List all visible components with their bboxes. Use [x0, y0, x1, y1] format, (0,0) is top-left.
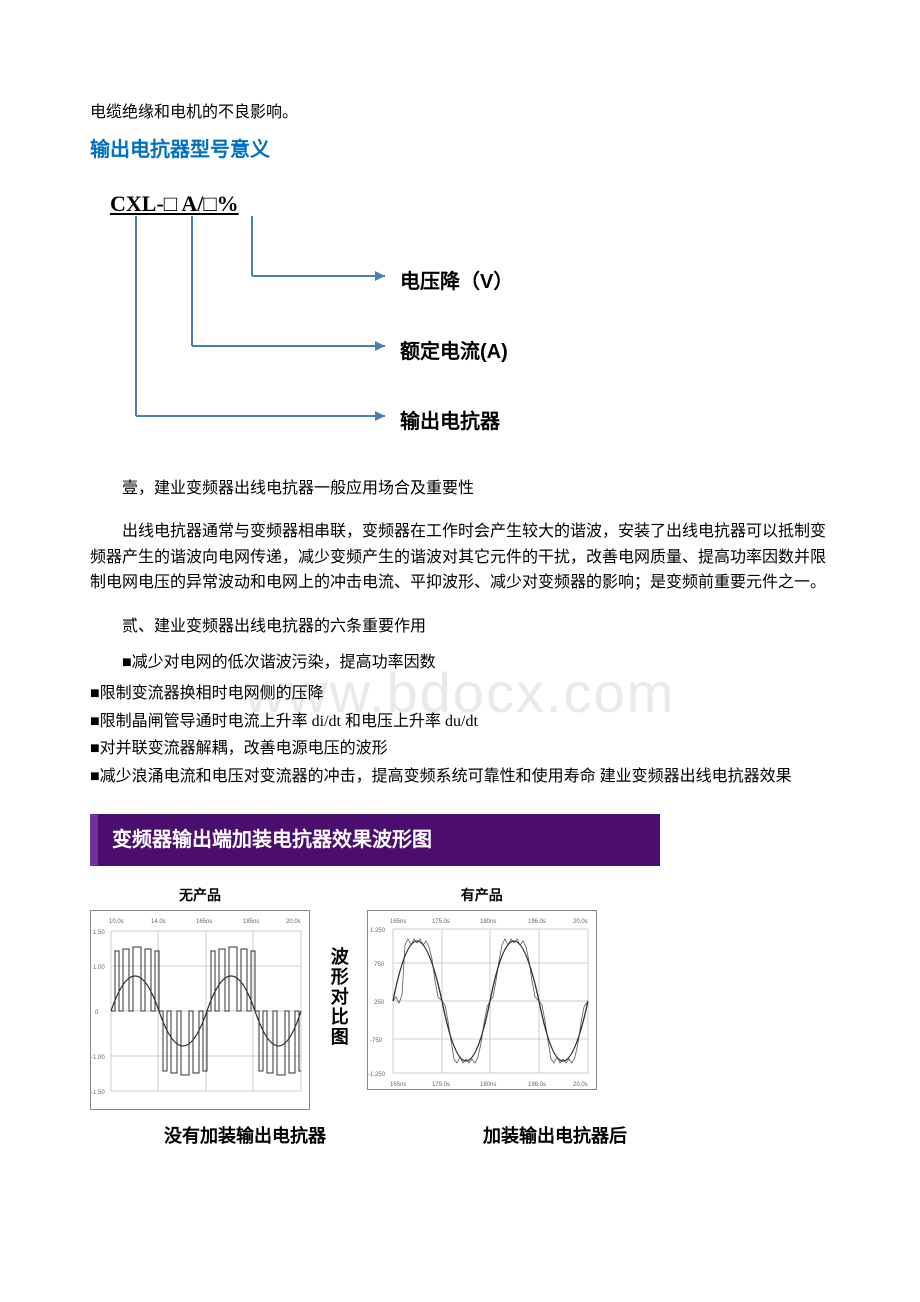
bullet-item: ■对并联变流器解耦，改善电源电压的波形	[90, 736, 830, 762]
svg-text:180ns: 180ns	[480, 919, 496, 925]
bullet-item: ■减少对电网的低次谐波污染，提高功率因数	[90, 650, 830, 676]
section2-heading: 贰、建业变频器出线电抗器的六条重要作用	[90, 614, 830, 640]
svg-text:165ns: 165ns	[196, 919, 212, 925]
model-heading: 输出电抗器型号意义	[90, 134, 830, 166]
svg-text:185ns: 185ns	[243, 919, 259, 925]
svg-text:180ns: 180ns	[480, 1082, 496, 1088]
chart-right-svg: 165ns 175.0s 180ns 196.0s 20.0s 1.250 750 250 -…	[367, 910, 597, 1090]
waveform-banner: 变频器输出端加装电抗器效果波形图	[90, 814, 660, 866]
chart-left-block: 无产品	[90, 884, 310, 1110]
svg-text:1.250: 1.250	[370, 928, 386, 934]
svg-text:20.0s: 20.0s	[573, 1082, 588, 1088]
chart-right-block: 有产品	[367, 884, 597, 1090]
svg-text:20.0s: 20.0s	[573, 919, 588, 925]
svg-text:1.50: 1.50	[93, 930, 105, 936]
svg-text:20.0s: 20.0s	[286, 919, 301, 925]
label-rated-current: 额定电流(A)	[400, 336, 508, 368]
svg-text:-1.50: -1.50	[91, 1090, 105, 1096]
label-output-reactor: 输出电抗器	[400, 406, 500, 438]
svg-text:165ns: 165ns	[390, 919, 406, 925]
bullet-item: ■限制晶闸管导通时电流上升率 di/dt 和电压上升率 du/dt	[90, 709, 830, 735]
label-voltage-drop: 电压降（V）	[400, 266, 513, 298]
svg-text:-750: -750	[370, 1038, 383, 1044]
svg-text:10.0s: 10.0s	[109, 919, 124, 925]
model-number-diagram: CXL-□ A/□% 电压降（V） 额定电流(A) 输出电抗器	[110, 186, 830, 446]
svg-text:750: 750	[374, 962, 385, 968]
bullet-item: ■限制变流器换相时电网侧的压降	[90, 681, 830, 707]
svg-text:175.0s: 175.0s	[432, 1082, 450, 1088]
caption-right: 加装输出电抗器后	[400, 1122, 710, 1151]
caption-row: 没有加装输出电抗器 加装输出电抗器后	[90, 1122, 710, 1151]
svg-text:-1.250: -1.250	[368, 1072, 386, 1078]
svg-text:165ns: 165ns	[390, 1082, 406, 1088]
section1-paragraph: 出线电抗器通常与变频器相串联，变频器在工作时会产生较大的谐波，安装了出线电抗器可…	[90, 519, 830, 596]
top-paragraph: 电缆绝缘和电机的不良影响。	[90, 100, 830, 126]
svg-text:1.00: 1.00	[93, 965, 105, 971]
svg-text:14.0s: 14.0s	[151, 919, 166, 925]
bullet-item: ■减少浪涌电流和电压对变流器的冲击，提高变频系统可靠性和使用寿命 建业变频器出线…	[90, 764, 830, 790]
model-code-text: CXL-□ A/□%	[110, 191, 239, 216]
chart-left-svg: 10.0s14.0s165ns185ns20.0s 1.501.000-1.00…	[90, 910, 310, 1110]
chart-vertical-label: 波形对比图	[324, 947, 353, 1047]
svg-text:250: 250	[374, 1000, 385, 1006]
waveform-comparison-row: 无产品	[90, 884, 830, 1110]
caption-left: 没有加装输出电抗器	[90, 1122, 400, 1151]
section1-heading: 壹，建业变频器出线电抗器一般应用场合及重要性	[90, 476, 830, 502]
page-content: 电缆绝缘和电机的不良影响。 输出电抗器型号意义 CXL-□ A/□% 电压降（V…	[90, 100, 830, 1151]
svg-text:175.0s: 175.0s	[432, 919, 450, 925]
svg-text:196.0s: 196.0s	[528, 919, 546, 925]
svg-text:-1.00: -1.00	[91, 1055, 105, 1061]
svg-text:196.0s: 196.0s	[528, 1082, 546, 1088]
chart-left-title: 无产品	[179, 884, 221, 906]
diagram-lines	[110, 216, 400, 446]
chart-right-title: 有产品	[461, 884, 503, 906]
